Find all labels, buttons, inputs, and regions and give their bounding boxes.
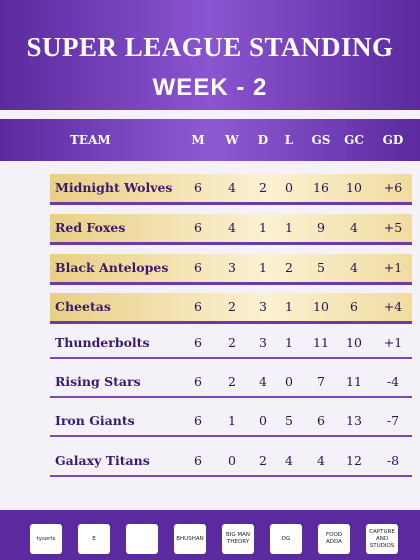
stat-cell: 2 bbox=[285, 260, 293, 275]
table-row: Thunderbolts 6 2 3 1 11 10 +1 bbox=[50, 329, 412, 359]
team-name: Black Antelopes bbox=[55, 260, 169, 275]
team-name: Cheetas bbox=[55, 299, 111, 314]
stat-cell: 6 bbox=[194, 453, 202, 468]
stat-cell: 6 bbox=[194, 335, 202, 350]
stat-cell: 1 bbox=[285, 299, 293, 314]
sponsor-logo: tysorts bbox=[30, 524, 62, 554]
column-header: M bbox=[191, 133, 205, 147]
stat-cell: 7 bbox=[317, 374, 325, 389]
table-row: Red Foxes 6 4 1 1 9 4 +5 bbox=[50, 214, 412, 245]
stat-cell: 2 bbox=[228, 335, 236, 350]
stat-cell: 1 bbox=[228, 413, 236, 428]
column-header: GC bbox=[344, 133, 364, 147]
stat-cell: 4 bbox=[259, 374, 267, 389]
stat-cell: 6 bbox=[350, 299, 358, 314]
stat-cell: 4 bbox=[285, 453, 293, 468]
column-header: W bbox=[225, 133, 239, 147]
team-name: Galaxy Titans bbox=[55, 453, 150, 468]
team-name: Rising Stars bbox=[55, 374, 141, 389]
stat-cell: 16 bbox=[313, 180, 329, 195]
table-row: Galaxy Titans 6 0 2 4 4 12 -8 bbox=[50, 447, 412, 477]
stat-cell: 4 bbox=[228, 220, 236, 235]
stat-cell: 3 bbox=[228, 260, 236, 275]
stat-cell: 2 bbox=[259, 453, 267, 468]
stat-cell: 11 bbox=[346, 374, 362, 389]
stat-cell: 4 bbox=[228, 180, 236, 195]
stat-cell: 2 bbox=[228, 374, 236, 389]
stat-cell: 2 bbox=[259, 180, 267, 195]
stat-cell: 6 bbox=[194, 413, 202, 428]
title-banner: SUPER LEAGUE STANDING WEEK - 2 bbox=[0, 0, 420, 110]
sponsor-strip: tysorts E BHUSHAN BIG MAN THEORY DG FOOD ADDA… bbox=[0, 510, 420, 560]
stat-cell: 10 bbox=[346, 335, 362, 350]
table-row: Black Antelopes 6 3 1 2 5 4 +1 bbox=[50, 254, 412, 285]
team-name: Midnight Wolves bbox=[55, 180, 173, 195]
column-header: TEAM bbox=[70, 133, 111, 147]
sponsor-logo: DG bbox=[270, 524, 302, 554]
team-name: Iron Giants bbox=[55, 413, 135, 428]
sponsor-logo: CAPTURE AND STUDIOS bbox=[366, 524, 398, 554]
stat-cell: 0 bbox=[285, 180, 293, 195]
stat-cell: 6 bbox=[194, 260, 202, 275]
stat-cell: 13 bbox=[346, 413, 362, 428]
stat-cell: 5 bbox=[285, 413, 293, 428]
team-name: Thunderbolts bbox=[55, 335, 150, 350]
column-header: L bbox=[284, 133, 294, 147]
sponsor-logo: BIG MAN THEORY bbox=[222, 524, 254, 554]
stat-cell: 0 bbox=[259, 413, 267, 428]
stat-cell: +5 bbox=[383, 220, 403, 235]
stat-cell: 4 bbox=[317, 453, 325, 468]
stat-cell: 3 bbox=[259, 299, 267, 314]
stat-cell: 3 bbox=[259, 335, 267, 350]
stat-cell: +4 bbox=[383, 299, 403, 314]
table-row: Iron Giants 6 1 0 5 6 13 -7 bbox=[50, 407, 412, 437]
stat-cell: +1 bbox=[383, 260, 403, 275]
table-row: Cheetas 6 2 3 1 10 6 +4 bbox=[50, 293, 412, 324]
sponsor-logo: BHUSHAN bbox=[174, 524, 206, 554]
table-header: TEAM M W D L GS GC GD bbox=[0, 119, 420, 161]
title: SUPER LEAGUE STANDING bbox=[26, 32, 394, 62]
stat-cell: 0 bbox=[228, 453, 236, 468]
stat-cell: 10 bbox=[313, 299, 329, 314]
stat-cell: 1 bbox=[259, 220, 267, 235]
team-name: Red Foxes bbox=[55, 220, 126, 235]
stat-cell: +1 bbox=[383, 335, 403, 350]
stat-cell: 4 bbox=[350, 260, 358, 275]
stat-cell: +6 bbox=[383, 180, 403, 195]
table-row: Rising Stars 6 2 4 0 7 11 -4 bbox=[50, 368, 412, 398]
stat-cell: 0 bbox=[285, 374, 293, 389]
sponsor-logo: FOOD ADDA bbox=[318, 524, 350, 554]
stat-cell: 12 bbox=[346, 453, 362, 468]
stat-cell: 4 bbox=[350, 220, 358, 235]
column-header: D bbox=[257, 133, 269, 147]
stat-cell: 2 bbox=[228, 299, 236, 314]
stat-cell: 10 bbox=[346, 180, 362, 195]
stat-cell: -4 bbox=[386, 374, 400, 389]
stat-cell: 9 bbox=[317, 220, 325, 235]
stat-cell: 6 bbox=[194, 220, 202, 235]
column-header: GS bbox=[311, 133, 331, 147]
table-row: Midnight Wolves 6 4 2 0 16 10 +6 bbox=[50, 174, 412, 205]
stat-cell: 1 bbox=[285, 335, 293, 350]
stat-cell: 11 bbox=[313, 335, 329, 350]
stat-cell: -7 bbox=[386, 413, 400, 428]
stat-cell: 6 bbox=[317, 413, 325, 428]
stat-cell: 6 bbox=[194, 299, 202, 314]
stat-cell: 5 bbox=[317, 260, 325, 275]
stat-cell: 6 bbox=[194, 180, 202, 195]
sponsor-logo bbox=[126, 524, 158, 554]
stat-cell: -8 bbox=[386, 453, 400, 468]
stat-cell: 1 bbox=[285, 220, 293, 235]
sponsor-logo: E bbox=[78, 524, 110, 554]
column-header: GD bbox=[382, 133, 404, 147]
stat-cell: 6 bbox=[194, 374, 202, 389]
stat-cell: 1 bbox=[259, 260, 267, 275]
subtitle: WEEK - 2 bbox=[152, 74, 268, 101]
